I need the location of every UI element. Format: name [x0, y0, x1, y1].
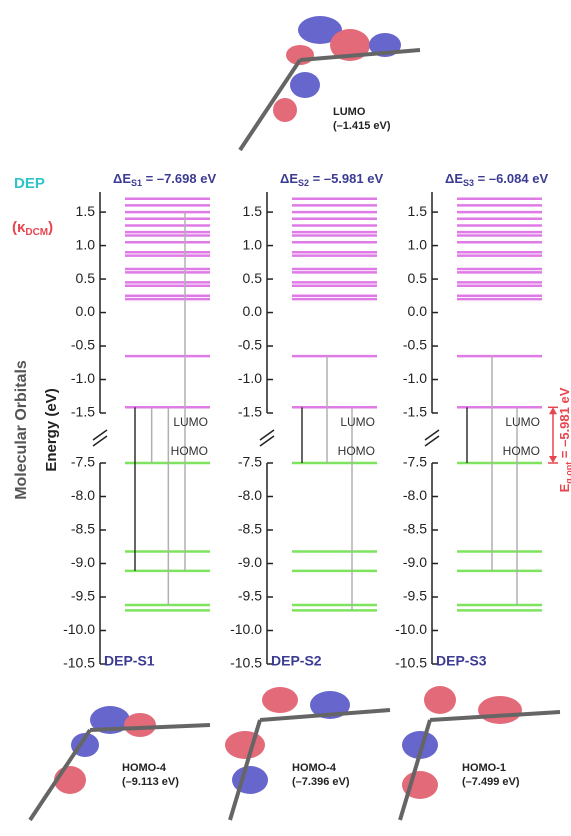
y-tick-label: -1.0 — [238, 370, 262, 386]
molecule-label: HOMO-4 — [122, 762, 167, 774]
y-tick-label: 0.0 — [243, 303, 263, 319]
title-sub: S1 — [131, 178, 142, 188]
y-tick-label: -0.5 — [403, 337, 427, 353]
y-tick-label: -8.0 — [71, 487, 95, 503]
y-tick-label: 1.0 — [243, 236, 263, 252]
side-label: Molecular Orbitals — [13, 360, 30, 500]
y-tick-label: -1.5 — [71, 404, 95, 420]
y-tick-label: -8.5 — [71, 521, 95, 537]
y-tick-label: 0.0 — [408, 303, 428, 319]
y-tick-label: -10.0 — [63, 621, 95, 637]
y-tick-label: 1.5 — [243, 203, 263, 219]
axis-break — [259, 429, 275, 447]
y-tick-label: -8.5 — [238, 521, 262, 537]
y-tick-label: -9.0 — [71, 554, 95, 570]
title-rest: = –5.981 eV — [309, 171, 383, 186]
dep-label: DEP — [14, 175, 45, 192]
y-tick-label: -1.0 — [403, 370, 427, 386]
y-axis-label: Energy (eV) — [43, 388, 60, 471]
gap-main: E — [557, 483, 571, 492]
title-sub: S2 — [298, 178, 309, 188]
lumo-molecule — [238, 16, 421, 152]
title-main: ΔE — [445, 171, 463, 186]
panel-title: ΔES3 = –6.084 eV — [445, 171, 548, 188]
y-tick-label: 0.5 — [76, 270, 96, 286]
title-sub: S3 — [463, 178, 474, 188]
y-tick-label: 1.5 — [408, 203, 428, 219]
panel-label: DEP-S3 — [436, 653, 487, 669]
homo-molecules — [28, 686, 561, 822]
axis-break — [92, 429, 108, 447]
y-tick-label: -10.0 — [230, 621, 262, 637]
title-main: ΔE — [113, 171, 131, 186]
lumo-label: LUMO — [340, 415, 375, 429]
molecule-energy: (–7.499 eV) — [462, 776, 520, 788]
y-tick-label: -0.5 — [71, 337, 95, 353]
y-tick-label: -9.5 — [403, 588, 427, 604]
y-tick-label: -1.5 — [238, 404, 262, 420]
y-tick-label: -9.5 — [238, 588, 262, 604]
y-tick-label: -0.5 — [238, 337, 262, 353]
title-rest: = –7.698 eV — [142, 171, 216, 186]
y-tick-label: 1.5 — [76, 203, 96, 219]
y-tick-label: -9.0 — [403, 554, 427, 570]
y-tick-label: -8.0 — [238, 487, 262, 503]
molecule-energy: (–1.415 eV) — [333, 120, 391, 132]
title-main: ΔE — [280, 171, 298, 186]
gap-label: Eg,opt = –5.981 eV — [557, 387, 571, 492]
y-tick-label: 1.0 — [408, 236, 428, 252]
homo-label: HOMO — [171, 444, 208, 458]
panel-title: ΔES1 = –7.698 eV — [113, 171, 216, 188]
y-tick-label: 0.5 — [243, 270, 263, 286]
title-rest: = –6.084 eV — [474, 171, 548, 186]
y-tick-label: -1.0 — [71, 370, 95, 386]
y-tick-label: -10.5 — [395, 655, 427, 671]
gap-sub: g,opt — [564, 462, 571, 484]
y-tick-label: 1.0 — [76, 236, 96, 252]
y-tick-label: 0.0 — [76, 303, 96, 319]
molecule-label: HOMO-1 — [462, 762, 506, 774]
y-tick-label: -7.5 — [238, 454, 262, 470]
y-tick-label: -1.5 — [403, 404, 427, 420]
y-tick-label: -7.5 — [71, 454, 95, 470]
y-tick-label: -8.0 — [403, 487, 427, 503]
panel-title: ΔES2 = –5.981 eV — [280, 171, 383, 188]
kappa-label: (κDCM) — [12, 219, 53, 238]
gap-rest: = –5.981 eV — [557, 387, 571, 461]
y-tick-label: -10.0 — [395, 621, 427, 637]
homo-label: HOMO — [503, 444, 540, 458]
y-tick-label: -10.5 — [63, 655, 95, 671]
molecule-label: HOMO-4 — [292, 762, 337, 774]
panel-label: DEP-S2 — [271, 653, 322, 669]
y-tick-label: -10.5 — [230, 655, 262, 671]
y-tick-label: -7.5 — [403, 454, 427, 470]
molecule-energy: (–9.113 eV) — [122, 776, 179, 788]
y-tick-label: -9.5 — [71, 588, 95, 604]
panel-label: DEP-S1 — [104, 653, 155, 669]
axis-break — [424, 429, 440, 447]
lumo-label: LUMO — [173, 415, 208, 429]
molecule-energy: (–7.396 eV) — [292, 776, 350, 788]
y-tick-label: -9.0 — [238, 554, 262, 570]
y-tick-label: -8.5 — [403, 521, 427, 537]
homo-label: HOMO — [338, 444, 375, 458]
y-tick-label: 0.5 — [408, 270, 428, 286]
lumo-label: LUMO — [505, 415, 540, 429]
molecule-label: LUMO — [333, 106, 366, 118]
